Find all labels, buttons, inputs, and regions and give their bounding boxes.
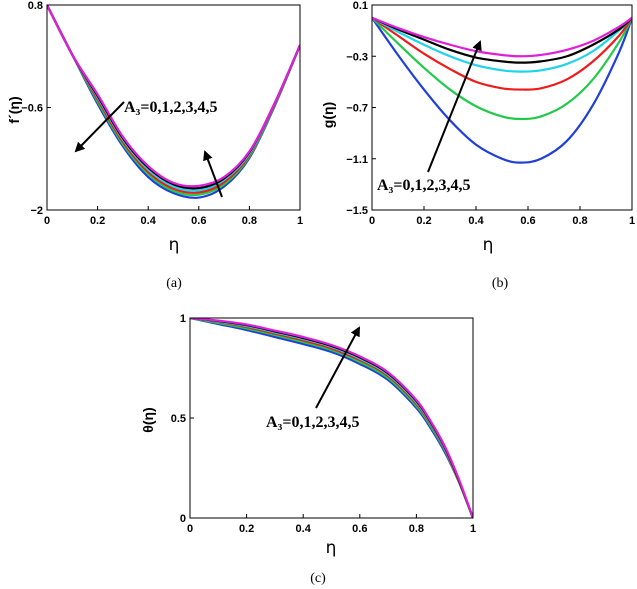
panel-a-xtick-label: 0.2	[90, 215, 105, 227]
panel-a-xtick-label: 1	[297, 215, 303, 227]
panel-b-ytick-label: 0.1	[353, 0, 368, 12]
panel-b-xtick-label: 0.8	[572, 215, 587, 227]
panel-b-xtick-label: 0.2	[416, 215, 431, 227]
panel-b-xtick-label: 1	[629, 215, 635, 227]
panel-a-arrow-up	[203, 150, 223, 198]
panel-b-annotation: A₃=0,1,2,3,4,5	[377, 177, 470, 194]
panel-b: 0 0.2 0.4 0.6 0.8 1 0.1 −0.3 −0.7 −1.1 −1.5 A₃=0,1…	[320, 0, 635, 291]
panel-b-series-3	[372, 16, 632, 73]
panel-c-plot: 0 0.2 0.4 0.6 0.8 1 1 0.5 0	[171, 313, 476, 535]
panel-a-ytick-label: −2	[30, 205, 43, 217]
panel-a-ytick-label: 0.8	[28, 0, 43, 12]
panel-c-annotation: A₃=0,1,2,3,4,5	[266, 414, 359, 431]
panel-b-xtick-label: 0	[369, 215, 375, 227]
panel-c-xtick-label: 0.2	[239, 523, 254, 535]
panel-c-xtick-label: 1	[470, 523, 476, 535]
panel-c-ytick-label: 0	[180, 513, 186, 525]
panel-a-ytick-label: −0.6	[21, 103, 43, 115]
panel-c-xlabel: η	[326, 538, 337, 558]
panel-c-xtick-label: 0	[187, 523, 193, 535]
panel-b-ylabel: g(η)	[320, 102, 336, 128]
panel-b-plot: 0 0.2 0.4 0.6 0.8 1 0.1 −0.3 −0.7 −1.1 −1.5	[346, 0, 635, 227]
panel-a-xtick-label: 0.4	[141, 215, 157, 227]
panel-c-arrow	[315, 326, 360, 409]
panel-a-series-5	[47, 5, 300, 188]
panel-a-plot: 0 0.2 0.4 0.6 0.8 1 0.8 −0.6 −2	[21, 0, 303, 227]
panel-a-arrow-left	[74, 101, 125, 153]
panel-b-series-5	[372, 16, 632, 58]
panel-b-ytick-label: −1.5	[346, 205, 368, 217]
panel-c-xtick-label: 0.4	[296, 523, 312, 535]
panel-b-xlabel: η	[483, 235, 494, 255]
panel-b-series-0	[372, 17, 632, 164]
panel-a-xtick-label: 0.6	[191, 215, 206, 227]
panel-c-ylabel: θ(η)	[140, 407, 156, 432]
panel-b-ytick-label: −0.3	[346, 51, 368, 63]
panel-b-series-1	[372, 17, 632, 121]
panel-a-series-3	[47, 5, 300, 192]
panel-a: 0 0.2 0.4 0.6 0.8 1 0.8 −0.6 −2 A₃=0,1,2,3,4,5 η…	[6, 0, 303, 291]
panel-c-ytick-label: 1	[180, 313, 186, 325]
panel-a-xtick-label: 0.8	[242, 215, 257, 227]
panel-b-ytick-label: −1.1	[346, 154, 368, 166]
panel-b-xtick-label: 0.6	[520, 215, 535, 227]
panel-c-caption: (c)	[310, 571, 326, 586]
panel-a-ylabel: f´(η)	[6, 96, 22, 123]
panel-b-xtick-label: 0.4	[468, 215, 484, 227]
panel-b-ytick-label: −0.7	[346, 103, 368, 115]
panel-a-caption: (a)	[166, 276, 182, 291]
panel-a-series-4	[47, 5, 300, 190]
panel-c-xtick-label: 0.6	[352, 523, 367, 535]
panel-b-caption: (b)	[492, 276, 509, 291]
panel-c: 0 0.2 0.4 0.6 0.8 1 1 0.5 0 A₃=0,1,2,3,4,5 η θ(η…	[140, 313, 476, 586]
panel-b-series-2	[372, 16, 632, 91]
panel-b-arrow	[427, 40, 482, 173]
panel-c-xtick-label: 0.8	[409, 523, 424, 535]
panel-b-series-4	[372, 16, 632, 64]
panel-a-xtick-label: 0	[44, 215, 50, 227]
panel-c-ytick-label: 0.5	[171, 413, 186, 425]
panel-a-annotation: A₃=0,1,2,3,4,5	[124, 99, 217, 116]
panel-a-xlabel: η	[169, 235, 180, 255]
panel-c-series-5	[190, 318, 473, 518]
